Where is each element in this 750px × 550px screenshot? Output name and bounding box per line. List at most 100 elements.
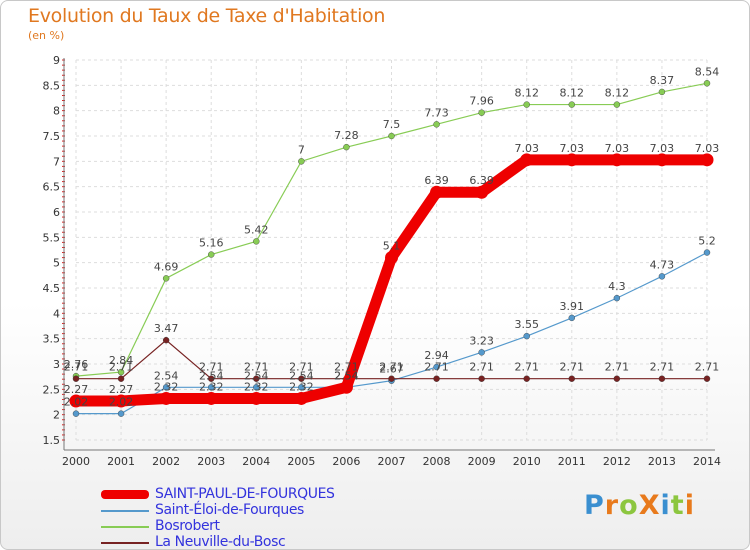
data-label-saint-loi-de-fourques: 3.55 — [514, 318, 539, 331]
data-label-saint-loi-de-fourques: 2.54 — [244, 369, 269, 382]
x-tick-label: 2014 — [693, 455, 721, 468]
data-label-bosrobert: 2.76 — [64, 358, 89, 371]
data-label-saint-loi-de-fourques: 5.2 — [698, 235, 716, 248]
data-label-bosrobert: 7.28 — [334, 129, 359, 142]
data-point-saint-paul-de-fourques — [294, 391, 308, 405]
data-point-saint-loi-de-fourques — [613, 294, 621, 302]
legend-label: SAINT-PAUL-DE-FOURQUES — [155, 486, 335, 502]
data-label-bosrobert: 5.42 — [244, 223, 269, 236]
data-point-saint-paul-de-fourques — [249, 391, 263, 405]
legend-swatch — [101, 526, 149, 528]
data-point-bosrobert — [162, 275, 170, 282]
data-point-saint-paul-de-fourques — [610, 153, 624, 167]
legend-label: Bosrobert — [155, 518, 220, 534]
data-point-saint-paul-de-fourques — [430, 185, 444, 199]
data-point-la-neuville-du-bosc — [298, 375, 305, 382]
y-tick-label: 5 — [53, 257, 60, 270]
legend-label: Saint-Éloi-de-Fourques — [155, 502, 304, 518]
data-point-saint-paul-de-fourques — [385, 251, 398, 265]
data-point-bosrobert — [703, 80, 711, 87]
data-point-saint-loi-de-fourques — [162, 384, 170, 391]
data-label-bosrobert: 7.96 — [469, 95, 494, 108]
x-tick-label: 2005 — [287, 455, 315, 468]
data-label-saint-loi-de-fourques: 2.67 — [379, 363, 404, 376]
data-point-la-neuville-du-bosc — [568, 375, 575, 382]
data-point-saint-loi-de-fourques — [433, 363, 440, 371]
data-label-bosrobert: 8.12 — [605, 87, 630, 100]
data-label-la-neuville-du-bosc: 2.71 — [514, 361, 539, 374]
data-point-bosrobert — [343, 143, 350, 151]
data-label-la-neuville-du-bosc: 2.71 — [64, 361, 89, 374]
data-label-saint-paul-de-fourques: 5.1 — [383, 240, 401, 253]
data-point-saint-loi-de-fourques — [568, 314, 575, 322]
data-point-bosrobert — [613, 101, 621, 108]
data-label-la-neuville-du-bosc: 2.71 — [695, 361, 720, 374]
data-label-saint-paul-de-fourques: 2.32 — [154, 380, 179, 393]
x-tick-label: 2004 — [242, 455, 270, 468]
data-label-bosrobert: 8.12 — [514, 87, 539, 100]
x-tick-label: 2000 — [62, 455, 90, 468]
data-labels: 2.76 2.84 4.69 5.16 5.42 7 7.28 7.5 7.73 7.96 8.12… — [64, 65, 720, 408]
data-label-saint-loi-de-fourques: 4.73 — [650, 258, 675, 271]
data-point-saint-loi-de-fourques — [72, 410, 80, 417]
data-label-saint-paul-de-fourques: 2.27 — [64, 383, 89, 396]
data-label-saint-loi-de-fourques: 2.54 — [154, 369, 179, 382]
data-label-saint-paul-de-fourques: 7.03 — [695, 142, 720, 155]
data-point-bosrobert — [658, 88, 666, 96]
legend-swatch — [101, 542, 149, 544]
data-point-saint-paul-de-fourques — [520, 153, 534, 167]
data-label-bosrobert: 8.12 — [560, 87, 585, 100]
data-label-saint-loi-de-fourques: 3.23 — [469, 334, 494, 347]
data-label-bosrobert: 7.5 — [383, 118, 401, 131]
data-point-la-neuville-du-bosc — [117, 375, 125, 382]
data-point-bosrobert — [298, 158, 305, 165]
data-label-saint-loi-de-fourques: 3.91 — [560, 300, 585, 313]
data-point-saint-paul-de-fourques — [565, 153, 579, 167]
data-point-bosrobert — [568, 101, 575, 108]
y-unit-label: (en %) — [28, 29, 65, 42]
data-label-la-neuville-du-bosc: 2.71 — [424, 361, 449, 374]
data-label-saint-paul-de-fourques: 6.39 — [424, 174, 449, 187]
logo-letter: i — [684, 490, 695, 521]
y-tick-label: 6.5 — [43, 181, 61, 194]
data-point-saint-paul-de-fourques — [339, 380, 353, 394]
logo-letter: P — [584, 490, 605, 521]
data-label-la-neuville-du-bosc: 2.71 — [560, 361, 585, 374]
y-tick-label: 6 — [53, 206, 60, 219]
x-tick-label: 2008 — [423, 455, 451, 468]
proxiti-logo: ProXiti — [584, 490, 695, 521]
data-label-saint-paul-de-fourques: 2.32 — [289, 380, 314, 393]
y-tick-label: 8 — [53, 105, 60, 118]
data-point-la-neuville-du-bosc — [523, 375, 530, 382]
data-point-la-neuville-du-bosc — [703, 375, 711, 382]
data-point-saint-paul-de-fourques — [114, 394, 128, 408]
data-label-saint-paul-de-fourques: 2.32 — [244, 380, 269, 393]
chart-title: Evolution du Taux de Taxe d'Habitation — [28, 5, 386, 27]
data-point-bosrobert — [523, 101, 530, 108]
data-point-saint-paul-de-fourques — [69, 394, 83, 408]
data-label-bosrobert: 4.69 — [154, 260, 179, 273]
legend-swatch — [101, 510, 149, 512]
data-label-saint-paul-de-fourques: 7.03 — [514, 142, 539, 155]
logo-letter: o — [619, 490, 639, 521]
data-point-la-neuville-du-bosc — [658, 375, 666, 382]
data-label-bosrobert: 8.37 — [650, 74, 675, 87]
data-point-saint-loi-de-fourques — [478, 349, 485, 356]
data-point-saint-paul-de-fourques — [159, 391, 173, 405]
x-tick-label: 2013 — [648, 455, 676, 468]
data-point-la-neuville-du-bosc — [72, 375, 80, 382]
data-point-saint-loi-de-fourques — [658, 273, 666, 280]
data-label-la-neuville-du-bosc: 3.47 — [154, 322, 179, 335]
data-label-saint-paul-de-fourques: 7.03 — [560, 142, 585, 155]
x-tick-label: 2009 — [468, 455, 496, 468]
data-label-saint-paul-de-fourques: 2.27 — [109, 383, 134, 396]
y-tick-label: 8.5 — [43, 79, 61, 92]
line-chart: 1.5 2 2.5 3 3.5 4 4.5 5 5.5 6 6.5 7 7.5 8 8.5 9 2000 2001… — [43, 54, 722, 468]
data-point-saint-loi-de-fourques — [298, 384, 305, 391]
data-label-bosrobert: 7.73 — [424, 106, 449, 119]
data-label-la-neuville-du-bosc: 2.71 — [199, 361, 224, 374]
data-label-saint-paul-de-fourques: 6.39 — [469, 174, 494, 187]
data-point-la-neuville-du-bosc — [613, 375, 621, 382]
y-tick-label: 4 — [53, 307, 60, 320]
logo-letter: i — [660, 490, 671, 521]
